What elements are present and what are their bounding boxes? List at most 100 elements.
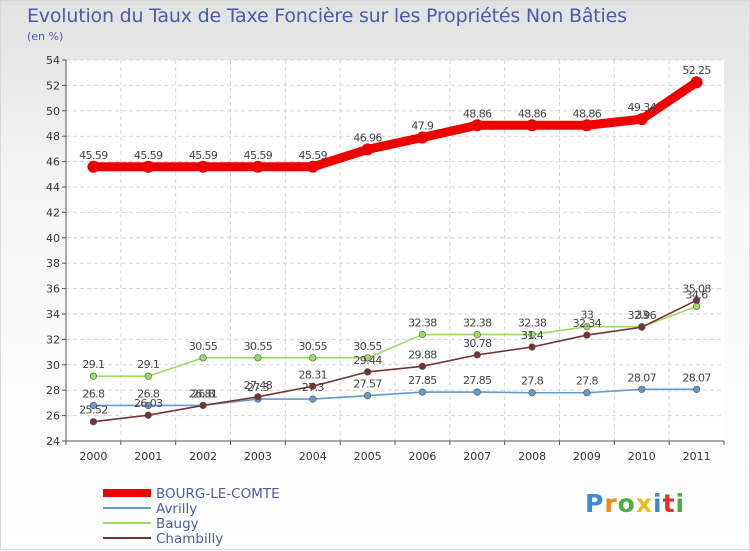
data-point	[692, 302, 701, 310]
logo-letter: x	[635, 489, 653, 518]
data-point	[692, 385, 701, 393]
data-label: 27.85	[463, 374, 492, 387]
y-tick-label: 32	[46, 333, 60, 346]
data-label: 26.8	[82, 387, 105, 400]
data-point	[144, 401, 152, 410]
data-label: 49.34	[628, 101, 657, 114]
y-tick-label: 36	[46, 283, 60, 296]
data-label: 46.96	[353, 131, 382, 144]
y-tick-label: 38	[46, 257, 60, 270]
series-line-chambilly	[92, 299, 698, 423]
data-label: 29.1	[82, 358, 104, 371]
x-tick-label: 2006	[408, 450, 436, 463]
y-tick-label: 40	[46, 232, 60, 245]
data-point	[418, 330, 427, 339]
logo-letter: i	[653, 489, 663, 518]
data-label: 26.81	[189, 387, 218, 400]
data-label: 48.86	[573, 107, 602, 120]
x-tick-label: 2009	[573, 450, 601, 463]
data-label: 48.86	[463, 107, 492, 120]
data-label: 30.78	[463, 337, 492, 350]
x-tick-label: 2000	[79, 450, 107, 463]
data-label: 25.52	[79, 404, 108, 417]
data-point	[142, 160, 155, 173]
data-point	[635, 113, 648, 126]
data-label: 27.57	[353, 378, 382, 391]
data-point	[89, 372, 98, 380]
data-point	[306, 160, 319, 173]
data-label: 29.44	[353, 354, 382, 367]
data-point	[690, 76, 703, 89]
logo-letter: i	[675, 489, 686, 518]
x-tick-label: 2005	[354, 450, 382, 463]
data-label: 29.88	[408, 348, 437, 361]
data-point	[418, 362, 427, 370]
data-label: 45.59	[79, 149, 108, 162]
data-label: 30.55	[244, 340, 273, 353]
data-point	[309, 395, 317, 403]
y-tick-label: 24	[46, 435, 60, 448]
data-label: 47.9	[411, 119, 434, 132]
data-point	[473, 330, 481, 339]
logo-letter: r	[604, 489, 618, 518]
data-label: 32.96	[628, 309, 657, 322]
data-point	[638, 385, 646, 393]
data-label: 45.59	[189, 149, 218, 162]
data-point	[473, 388, 481, 396]
data-point	[580, 119, 593, 132]
data-label: 32.38	[463, 317, 492, 330]
legend-label: Chambilly	[156, 531, 223, 547]
legend-label: BOURG-LE-COMTE	[156, 486, 280, 502]
y-tick-label: 46	[46, 156, 60, 169]
data-point	[89, 401, 98, 410]
series-line-bourg-le-comte	[88, 77, 702, 172]
y-tick-label: 42	[46, 206, 60, 219]
data-point	[583, 323, 591, 331]
data-point	[528, 330, 536, 339]
proxiti-logo: Proxiti	[585, 489, 685, 518]
y-tick-label: 48	[46, 130, 60, 143]
data-point	[199, 354, 207, 362]
data-label: 32.38	[408, 317, 437, 330]
data-label: 27.3	[302, 381, 325, 394]
x-tick-label: 2008	[518, 450, 546, 463]
series-line-baugy	[92, 305, 698, 378]
data-point	[361, 143, 374, 156]
y-tick-label: 34	[46, 308, 60, 321]
chart-title: Evolution du Taux de Taxe Foncière sur l…	[27, 5, 627, 27]
legend-label: Avrilly	[156, 501, 197, 517]
x-tick-label: 2003	[244, 450, 272, 463]
data-point	[199, 401, 207, 410]
data-label: 27.85	[408, 374, 437, 387]
data-label: 35.08	[682, 282, 711, 295]
x-tick-label: 2007	[463, 450, 491, 463]
data-point	[473, 351, 481, 359]
data-point	[87, 160, 100, 173]
data-point	[89, 418, 98, 426]
data-point	[526, 119, 539, 132]
data-point	[363, 368, 372, 376]
x-tick-label: 2004	[299, 450, 327, 463]
legend-label: Baugy	[156, 516, 199, 532]
y-axis-unit: (en %)	[27, 30, 64, 43]
x-tick-label: 2002	[189, 450, 217, 463]
data-label: 33	[635, 309, 648, 322]
y-tick-label: 26	[46, 410, 60, 423]
data-point	[363, 392, 372, 400]
data-label: 45.59	[134, 149, 163, 162]
data-label: 26.8	[192, 387, 215, 400]
data-label: 32.34	[573, 317, 602, 330]
data-point	[251, 160, 264, 173]
data-label: 33	[581, 309, 594, 322]
data-point	[309, 382, 317, 390]
data-label: 28.07	[682, 371, 711, 384]
data-label: 28.07	[628, 371, 657, 384]
y-tick-label: 44	[46, 181, 60, 194]
data-point	[309, 354, 317, 362]
data-point	[416, 131, 429, 144]
y-tick-label: 30	[46, 359, 60, 372]
data-point	[254, 393, 262, 401]
x-tick-label: 2001	[134, 450, 162, 463]
